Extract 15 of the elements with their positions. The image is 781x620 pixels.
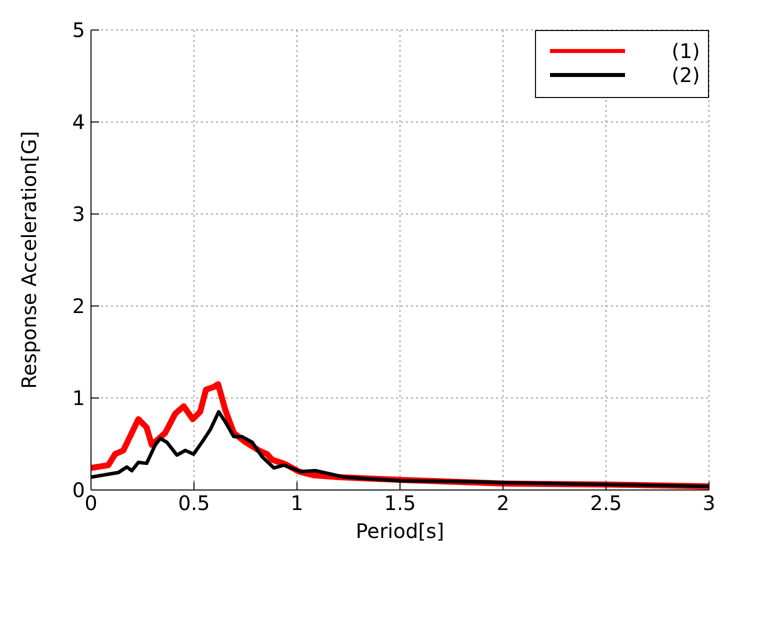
x-tick-label: 2 bbox=[496, 491, 510, 516]
x-tick-label: 3 bbox=[702, 491, 716, 516]
x-tick-label: 0.5 bbox=[178, 491, 210, 516]
x-axis-title: Period[s] bbox=[356, 519, 444, 543]
y-tick-label: 2 bbox=[72, 294, 85, 318]
y-tick-label: 1 bbox=[72, 386, 85, 410]
legend-label: (2) bbox=[672, 63, 700, 87]
y-tick-label: 5 bbox=[72, 18, 85, 42]
x-tick-label: 1 bbox=[290, 491, 304, 516]
y-tick-label: 3 bbox=[72, 202, 85, 226]
y-tick-label: 4 bbox=[72, 110, 85, 134]
legend-label: (1) bbox=[672, 39, 700, 63]
y-axis-title: Response Acceleration[G] bbox=[17, 131, 42, 389]
x-tick-label: 1.5 bbox=[384, 491, 416, 516]
x-tick-label: 2.5 bbox=[590, 491, 622, 516]
